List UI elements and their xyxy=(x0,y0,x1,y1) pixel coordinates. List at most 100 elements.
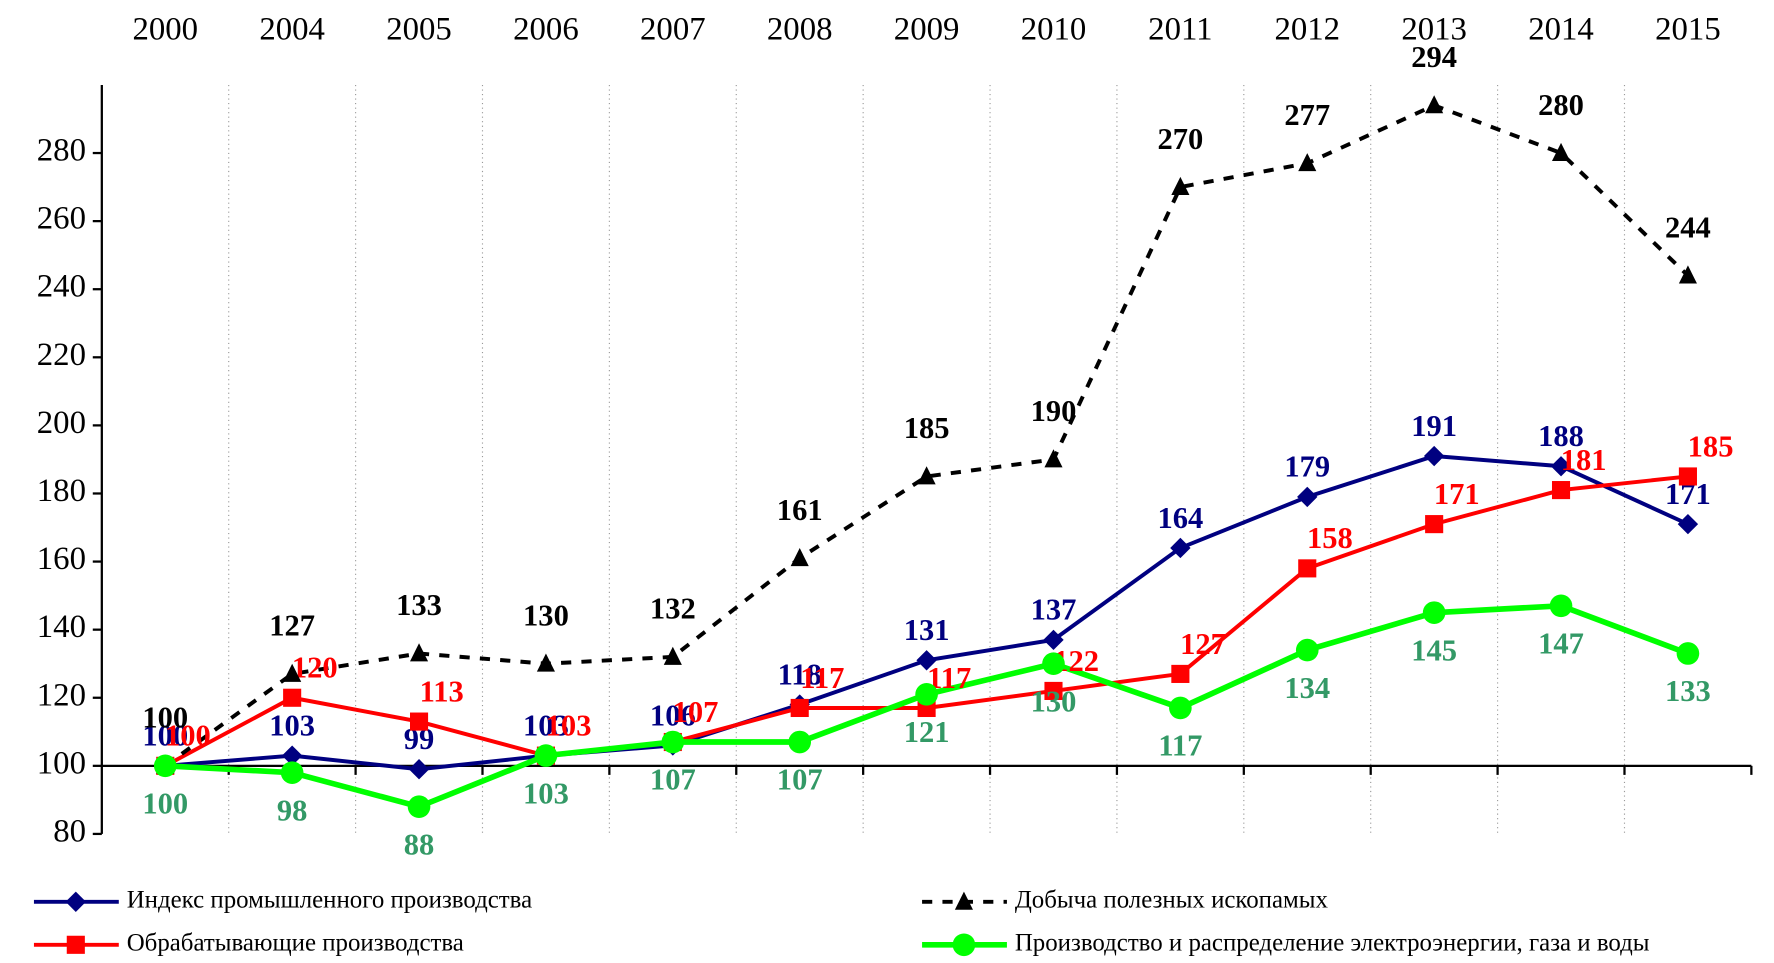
data-label: 127 xyxy=(269,609,315,643)
point xyxy=(280,761,304,784)
data-label: 179 xyxy=(1284,450,1330,484)
legend-label: Производство и распределение электроэнер… xyxy=(1015,930,1650,957)
point xyxy=(281,745,303,766)
data-label: 103 xyxy=(523,708,569,742)
point xyxy=(1678,467,1697,486)
data-label: 130 xyxy=(523,598,569,632)
point xyxy=(915,683,938,706)
data-label: 103 xyxy=(523,776,569,810)
point xyxy=(283,663,302,682)
data-label: 164 xyxy=(1157,501,1203,535)
point xyxy=(663,646,682,665)
data-label: 133 xyxy=(1665,674,1711,708)
data-label: 158 xyxy=(1307,521,1353,555)
data-label: 100 xyxy=(142,787,188,821)
point xyxy=(790,547,809,567)
point xyxy=(661,730,685,754)
x-tick-label: 2012 xyxy=(1274,11,1340,47)
point xyxy=(1551,142,1571,161)
y-tick-label: 200 xyxy=(37,405,86,441)
data-label: 107 xyxy=(673,695,719,729)
legend-label: Индекс промышленного производства xyxy=(127,887,532,914)
point xyxy=(1549,594,1573,618)
data-label: 270 xyxy=(1157,122,1203,156)
y-tick-label: 160 xyxy=(37,541,86,577)
y-tick-label: 140 xyxy=(37,609,86,645)
y-tick-label: 180 xyxy=(37,473,86,509)
data-label: 121 xyxy=(904,715,950,749)
y-tick-label: 260 xyxy=(37,201,86,237)
data-label: 191 xyxy=(1411,409,1457,443)
data-label: 134 xyxy=(1284,671,1330,705)
legend-label: Добыча полезных ископамых xyxy=(1015,887,1329,914)
data-label: 190 xyxy=(1031,394,1077,428)
x-tick-label: 2009 xyxy=(894,11,960,47)
point xyxy=(1677,513,1699,535)
data-label: 185 xyxy=(1688,429,1734,463)
data-label: 88 xyxy=(404,827,435,861)
data-label: 127 xyxy=(1180,627,1226,661)
point xyxy=(1425,95,1444,114)
data-label: 100 xyxy=(142,701,188,735)
point xyxy=(534,744,558,767)
data-label: 100 xyxy=(165,719,211,753)
point xyxy=(1044,681,1063,700)
data-label: 137 xyxy=(1031,593,1077,627)
x-tick-label: 2000 xyxy=(132,11,198,47)
point xyxy=(409,712,429,731)
x-tick-label: 2010 xyxy=(1021,11,1087,47)
data-label: 117 xyxy=(1158,729,1202,763)
point xyxy=(407,795,431,819)
legend-marker xyxy=(952,933,976,957)
point xyxy=(1043,629,1064,651)
point xyxy=(1297,486,1318,508)
point xyxy=(1676,642,1700,665)
point xyxy=(1422,601,1446,624)
data-label: 130 xyxy=(1031,684,1077,718)
point xyxy=(409,643,429,662)
y-tick-label: 220 xyxy=(37,337,86,373)
data-label: 280 xyxy=(1538,88,1584,122)
point xyxy=(1044,449,1063,468)
legend-marker xyxy=(66,935,85,954)
point xyxy=(1678,265,1697,284)
point xyxy=(1171,664,1190,683)
y-tick-label: 100 xyxy=(37,745,86,781)
data-label: 118 xyxy=(778,657,822,691)
data-label: 171 xyxy=(1434,477,1480,511)
y-tick-label: 240 xyxy=(37,269,86,305)
data-label: 294 xyxy=(1411,40,1457,74)
x-tick-label: 2008 xyxy=(767,11,833,47)
x-tick-label: 2015 xyxy=(1655,11,1721,47)
data-label: 185 xyxy=(904,411,950,445)
point xyxy=(408,759,430,780)
data-label: 117 xyxy=(800,661,844,695)
point xyxy=(1551,481,1571,500)
legend-label: Обрабатывающие производства xyxy=(127,930,464,957)
data-label: 131 xyxy=(904,613,950,647)
data-label: 103 xyxy=(269,708,315,742)
legend-marker xyxy=(954,891,973,910)
data-label: 244 xyxy=(1665,210,1711,244)
y-tick-label: 120 xyxy=(37,677,86,713)
data-label: 145 xyxy=(1411,633,1457,667)
data-label: 133 xyxy=(396,588,442,622)
data-label: 113 xyxy=(420,674,464,708)
data-label: 277 xyxy=(1284,98,1330,132)
legend-marker xyxy=(65,891,86,912)
point xyxy=(1298,559,1317,578)
point xyxy=(1171,176,1190,196)
point xyxy=(283,688,302,707)
x-tick-label: 2004 xyxy=(259,11,325,47)
point xyxy=(536,653,555,672)
point xyxy=(790,698,809,718)
point xyxy=(1423,445,1445,467)
x-tick-label: 2006 xyxy=(513,11,579,47)
x-tick-label: 2005 xyxy=(386,11,452,47)
data-label: 147 xyxy=(1538,627,1584,661)
point xyxy=(153,754,177,778)
data-label: 98 xyxy=(277,793,308,827)
point xyxy=(1170,537,1191,559)
data-label: 106 xyxy=(650,698,696,732)
